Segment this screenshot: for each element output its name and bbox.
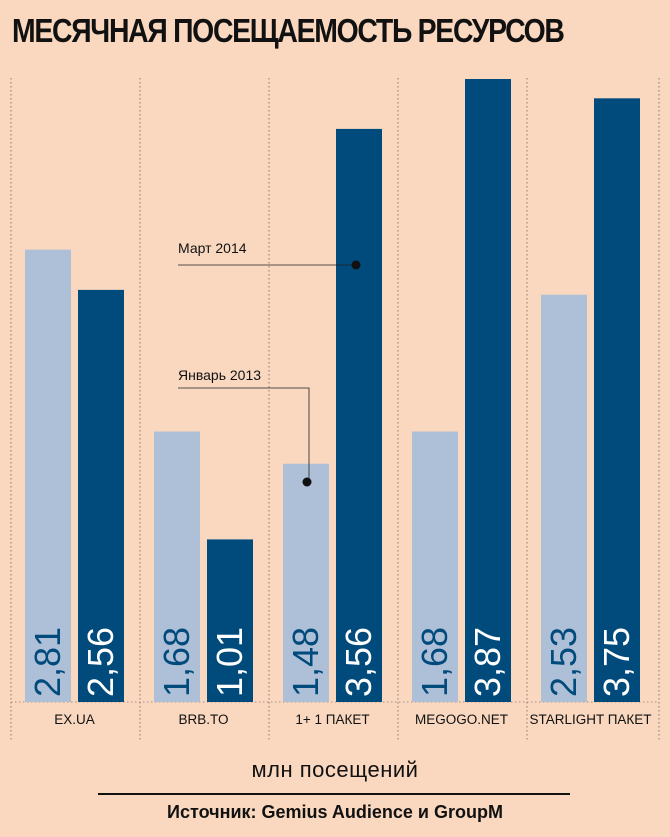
value-label: 1,68 bbox=[156, 627, 197, 697]
bar-jan2013-3 bbox=[412, 431, 458, 702]
callout-dot-jan2013 bbox=[302, 477, 312, 487]
callout-label-jan2013: Январь 2013 bbox=[178, 367, 261, 383]
category-label: 1+ 1 ПАКЕТ bbox=[295, 712, 369, 727]
bar-mar2014-2 bbox=[336, 128, 382, 702]
chart-title: МЕСЯЧНАЯ ПОСЕЩАЕМОСТЬ РЕСУРСОВ bbox=[12, 12, 565, 49]
category-label: EX.UA bbox=[54, 712, 95, 727]
divider bbox=[98, 793, 570, 795]
category-label: BRB.TO bbox=[178, 712, 228, 727]
value-label: 2,53 bbox=[543, 627, 584, 697]
callout-line-jan2013 bbox=[178, 387, 310, 482]
bar-jan2013-4 bbox=[541, 294, 587, 702]
category-label: STARLIGHT ПАКЕТ bbox=[529, 712, 651, 727]
value-label: 2,56 bbox=[80, 627, 121, 697]
callout-label-mar2014: Март 2014 bbox=[178, 240, 247, 256]
value-label: 1,68 bbox=[414, 627, 455, 697]
value-label: 3,56 bbox=[338, 627, 379, 697]
bar-chart: 2,81 2,56 EX.UA 1,68 1,01 BRB.TO 1,48 3,56 1+ 1 … bbox=[10, 78, 660, 740]
bar-jan2013-2 bbox=[283, 463, 329, 702]
bar-mar2014-3 bbox=[465, 79, 511, 702]
bar-mar2014-1 bbox=[207, 539, 253, 702]
bar-mar2014-0 bbox=[78, 289, 124, 702]
bar-jan2013-1 bbox=[154, 431, 200, 702]
source-note: Источник: Gemius Audience и GroupM bbox=[167, 802, 503, 822]
units-label: млн посещений bbox=[251, 757, 419, 782]
value-label: 1,01 bbox=[209, 627, 250, 697]
value-label: 2,81 bbox=[27, 627, 68, 697]
category-label: MEGOGO.NET bbox=[415, 712, 508, 727]
callout-dot-mar2014 bbox=[351, 260, 361, 270]
value-label: 3,75 bbox=[596, 627, 637, 697]
bar-jan2013-0 bbox=[25, 249, 71, 703]
bar-mar2014-4 bbox=[594, 98, 640, 703]
value-label: 1,48 bbox=[285, 627, 326, 697]
value-label: 3,87 bbox=[467, 627, 508, 697]
